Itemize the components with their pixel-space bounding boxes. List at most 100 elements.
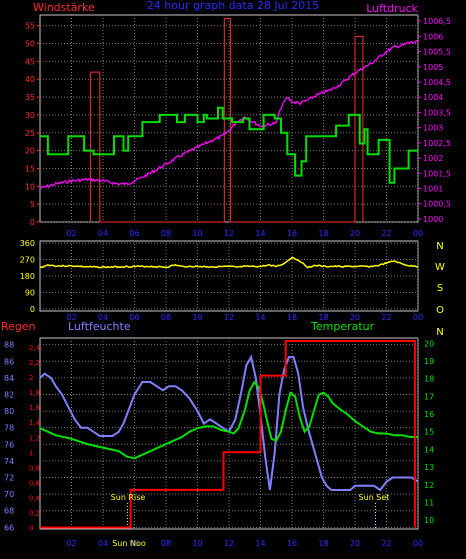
- wind-speed-label: Windstärke: [33, 1, 95, 14]
- sun-set-label: Sun Set: [359, 493, 390, 502]
- humidity-axis-label: 88: [4, 341, 14, 350]
- direction-axis-label: 90: [25, 289, 35, 298]
- x-tick-label: 10: [192, 313, 202, 322]
- x-tick-label: 04: [98, 229, 108, 238]
- compass-label: N: [436, 327, 443, 338]
- x-tick-label: 12: [224, 313, 234, 322]
- rain-axis-label: 1,4: [29, 419, 41, 427]
- direction-axis-label: 270: [20, 256, 35, 265]
- wind-direction-series: [39, 256, 419, 269]
- wind-axis-label: 55: [25, 22, 35, 31]
- wind-axis-label: 5: [30, 200, 35, 209]
- x-tick-label: 14: [255, 229, 265, 238]
- compass-label: S: [437, 283, 443, 294]
- x-tick-label: 04: [98, 313, 108, 322]
- pressure-label: Luftdruck: [366, 2, 418, 15]
- humidity-axis-label: 86: [4, 357, 14, 366]
- sun-rise-label: Sun Rise: [111, 493, 146, 502]
- temperature-axis-label: 13: [424, 463, 434, 472]
- pressure-axis-label: 1003: [423, 124, 443, 133]
- wind-axis-label: 50: [25, 40, 35, 49]
- humidity-axis-label: 78: [4, 424, 14, 433]
- rain-axis-label: 1,8: [29, 389, 40, 397]
- rain-axis-label: 0,6: [29, 479, 41, 487]
- temperature-axis-label: 10: [424, 516, 434, 525]
- x-tick-label: 20: [350, 539, 360, 548]
- axis-labels: 051015202530354045505510001000,510011001…: [4, 17, 451, 532]
- humidity-axis-label: 74: [4, 457, 14, 466]
- wind-speed-series: [40, 106, 418, 184]
- compass-label: O: [436, 305, 444, 316]
- x-tick-label: 16: [287, 539, 297, 548]
- rain-axis-label: 1,2: [29, 434, 40, 442]
- rain-axis-label: 0: [29, 524, 33, 532]
- temperature-axis-label: 18: [424, 375, 434, 384]
- x-tick-label: 10: [192, 539, 202, 548]
- x-tick-label: 20: [350, 313, 360, 322]
- x-tick-label: 02: [66, 229, 76, 238]
- wind-axis-label: 20: [25, 147, 35, 156]
- temperature-axis-label: 12: [424, 481, 434, 490]
- direction-axis-label: 0: [30, 305, 35, 314]
- x-axis-tick-labels: 02 04 06 08 10 12 14 16 18 20 22 00 02 04 06 08 10 12 14 16…: [66, 229, 423, 548]
- pressure-axis-label: 1003,5: [423, 108, 451, 117]
- x-tick-label: 08: [161, 539, 171, 548]
- wind-axis-label: 40: [25, 75, 35, 84]
- pressure-axis-label: 1006: [423, 32, 443, 41]
- humidity-axis-label: 66: [4, 523, 14, 532]
- x-tick-label: 06: [129, 229, 139, 238]
- x-tick-label: 08: [161, 313, 171, 322]
- rain-axis-label: 0,4: [29, 494, 41, 502]
- x-tick-label: 16: [287, 229, 297, 238]
- pressure-axis-label: 1005,5: [423, 48, 451, 57]
- pressure-series: [39, 40, 419, 190]
- wind-axis-label: 0: [30, 218, 35, 227]
- wind-axis-label: 25: [25, 129, 35, 138]
- temperature-axis-label: 20: [424, 339, 434, 348]
- rain-label: Regen: [1, 320, 36, 333]
- compass-label: N: [436, 241, 443, 252]
- x-tick-label: 00: [413, 229, 423, 238]
- temperature-axis-label: 19: [424, 357, 434, 366]
- wind-axis-label: 35: [25, 93, 35, 102]
- temperature-series: [39, 380, 418, 460]
- chart-title: 24 hour graph data 28 Jul 2015: [147, 0, 319, 12]
- temperature-label: Temperatur: [310, 320, 375, 333]
- rain-axis-label: 0,8: [29, 464, 40, 472]
- humidity-axis-label: 68: [4, 507, 14, 516]
- x-tick-label: 12: [224, 229, 234, 238]
- temperature-axis-label: 17: [424, 392, 434, 401]
- x-tick-label: 16: [287, 313, 297, 322]
- wind-axis-label: 15: [25, 164, 35, 173]
- x-tick-label: 14: [255, 539, 265, 548]
- data-series: [39, 18, 419, 529]
- x-tick-label: 02: [66, 313, 76, 322]
- pressure-axis-label: 1005: [423, 63, 443, 72]
- humidity-series: [39, 354, 419, 492]
- x-tick-label: 00: [413, 313, 423, 322]
- temperature-axis-label: 16: [424, 410, 434, 419]
- humidity-axis-label: 80: [4, 407, 14, 416]
- x-tick-label: 20: [350, 229, 360, 238]
- humidity-axis-label: 82: [4, 390, 14, 399]
- x-tick-label: 18: [318, 313, 328, 322]
- humidity-axis-label: 70: [4, 490, 14, 499]
- pressure-axis-label: 1004,5: [423, 78, 451, 87]
- pressure-axis-label: 1006,5: [423, 17, 451, 26]
- x-tick-label: 10: [192, 229, 202, 238]
- humidity-axis-label: 72: [4, 474, 14, 483]
- rain-axis-label: 0,2: [29, 509, 40, 517]
- grid-lines: [40, 15, 419, 529]
- temperature-axis-label: 14: [424, 445, 434, 454]
- pressure-axis-label: 1001,5: [423, 169, 451, 178]
- rain-axis-label: 2: [29, 374, 33, 382]
- x-tick-label: 08: [161, 229, 171, 238]
- compass-label: W: [435, 262, 445, 273]
- temperature-axis-label: 11: [424, 498, 434, 507]
- rain-series: [40, 340, 416, 529]
- pressure-axis-label: 1001: [423, 185, 443, 194]
- sun-markers: Sun Rise Sun Set Sun Noo: [111, 493, 390, 548]
